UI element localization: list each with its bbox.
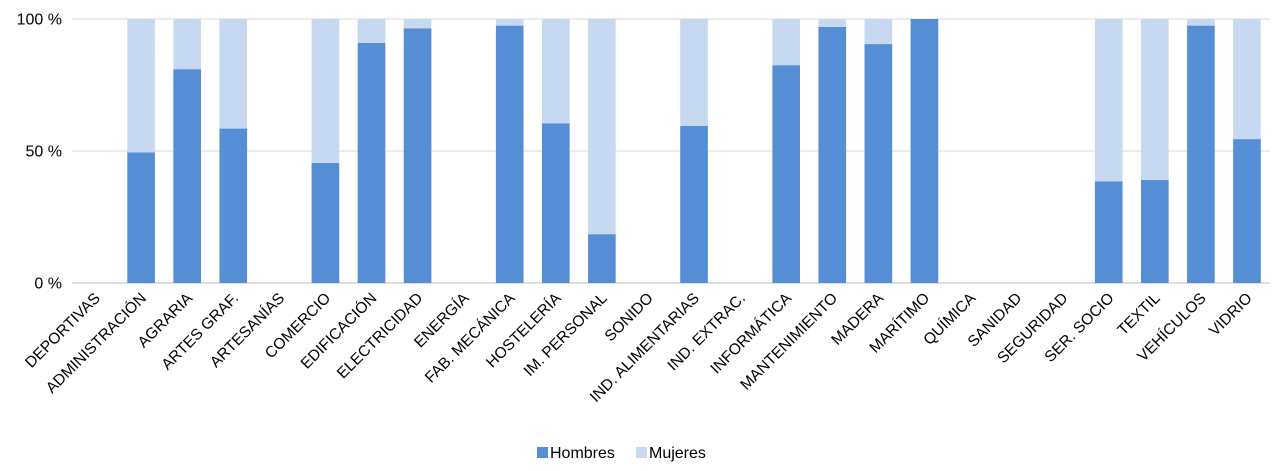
bar-mujeres-3 — [219, 19, 248, 129]
bar-mujeres-1 — [127, 19, 155, 153]
bar-mujeres-10 — [541, 19, 570, 124]
bar-hombres-9 — [495, 25, 524, 283]
bar-mujeres-17 — [864, 19, 893, 45]
legend-swatch-hombres — [537, 447, 548, 458]
bar-mujeres-9 — [495, 19, 524, 26]
bar-hombres-3 — [219, 128, 248, 283]
x-category-label: INFORMÁTICA — [707, 289, 795, 377]
bar-mujeres-2 — [173, 19, 202, 70]
bar-mujeres-23 — [1140, 19, 1169, 181]
bar-mujeres-13 — [680, 19, 708, 126]
bar-mujeres-16 — [818, 19, 847, 27]
legend-label-hombres: Hombres — [550, 445, 615, 462]
bar-hombres-16 — [818, 26, 847, 283]
bar-hombres-22 — [1094, 181, 1123, 283]
bar-hombres-18 — [910, 19, 939, 283]
legend-swatch-mujeres — [636, 447, 647, 458]
bar-mujeres-22 — [1094, 19, 1123, 182]
bar-hombres-5 — [311, 162, 340, 283]
bar-hombres-25 — [1233, 139, 1261, 283]
x-category-label: IM. PERSONAL — [521, 290, 611, 380]
y-tick-label: 50 % — [26, 144, 62, 161]
x-category-label: VIDRIO — [1206, 290, 1256, 340]
bar-hombres-10 — [541, 123, 570, 283]
bar-hombres-6 — [357, 42, 386, 284]
bar-hombres-24 — [1187, 25, 1215, 283]
legend: Hombres Mujeres — [537, 445, 706, 462]
bar-hombres-15 — [772, 65, 801, 283]
bar-mujeres-7 — [403, 19, 432, 29]
bar-hombres-23 — [1140, 180, 1169, 283]
bar-hombres-2 — [173, 69, 202, 283]
gridlines — [72, 18, 1270, 284]
bar-hombres-13 — [680, 125, 708, 283]
bar-mujeres-5 — [311, 19, 340, 163]
x-category-label: ELECTRICIDAD — [334, 290, 426, 382]
legend-label-mujeres: Mujeres — [649, 445, 706, 462]
bar-hombres-11 — [588, 234, 616, 283]
y-axis-tick-labels: 0 % 50 % 100 % — [17, 12, 62, 293]
bar-mujeres-15 — [772, 19, 801, 66]
y-tick-label: 0 % — [34, 276, 62, 293]
bar-mujeres-24 — [1187, 19, 1215, 26]
bar-hombres-1 — [127, 152, 155, 283]
bars — [127, 19, 1261, 284]
bar-mujeres-25 — [1233, 19, 1261, 140]
y-tick-label: 100 % — [17, 12, 62, 29]
bar-mujeres-6 — [357, 19, 386, 43]
bar-mujeres-11 — [588, 19, 616, 235]
bar-hombres-7 — [403, 28, 432, 283]
bar-hombres-17 — [864, 44, 893, 283]
